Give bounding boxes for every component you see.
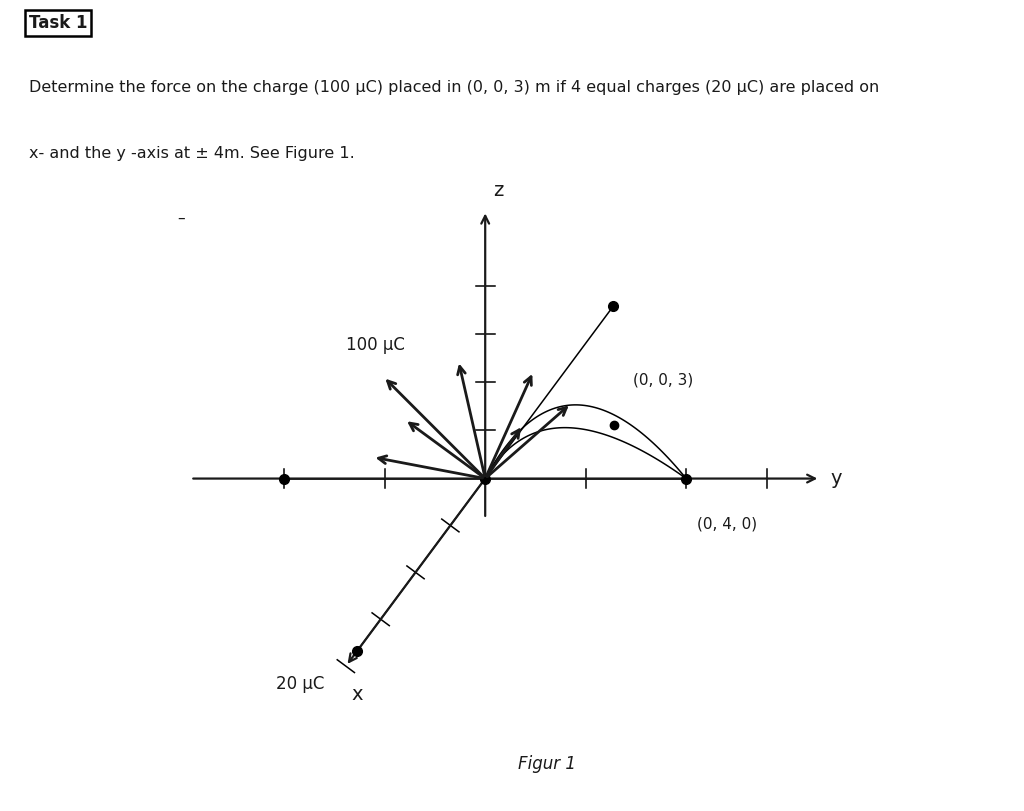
Text: 100 μC: 100 μC xyxy=(346,336,404,354)
Text: Task 1: Task 1 xyxy=(29,15,87,32)
Text: 20 μC: 20 μC xyxy=(276,676,325,693)
Text: (0, 4, 0): (0, 4, 0) xyxy=(697,516,757,531)
Text: Determine the force on the charge (100 μC) placed in (0, 0, 3) m if 4 equal char: Determine the force on the charge (100 μ… xyxy=(29,80,879,95)
Text: y: y xyxy=(830,469,843,488)
Text: x: x xyxy=(351,685,362,704)
Text: z: z xyxy=(494,181,504,200)
Text: Figur 1: Figur 1 xyxy=(518,755,575,774)
Text: –: – xyxy=(177,211,184,225)
Text: x- and the y -axis at ± 4m. See Figure 1.: x- and the y -axis at ± 4m. See Figure 1… xyxy=(29,146,354,161)
Text: (0, 0, 3): (0, 0, 3) xyxy=(633,372,693,388)
